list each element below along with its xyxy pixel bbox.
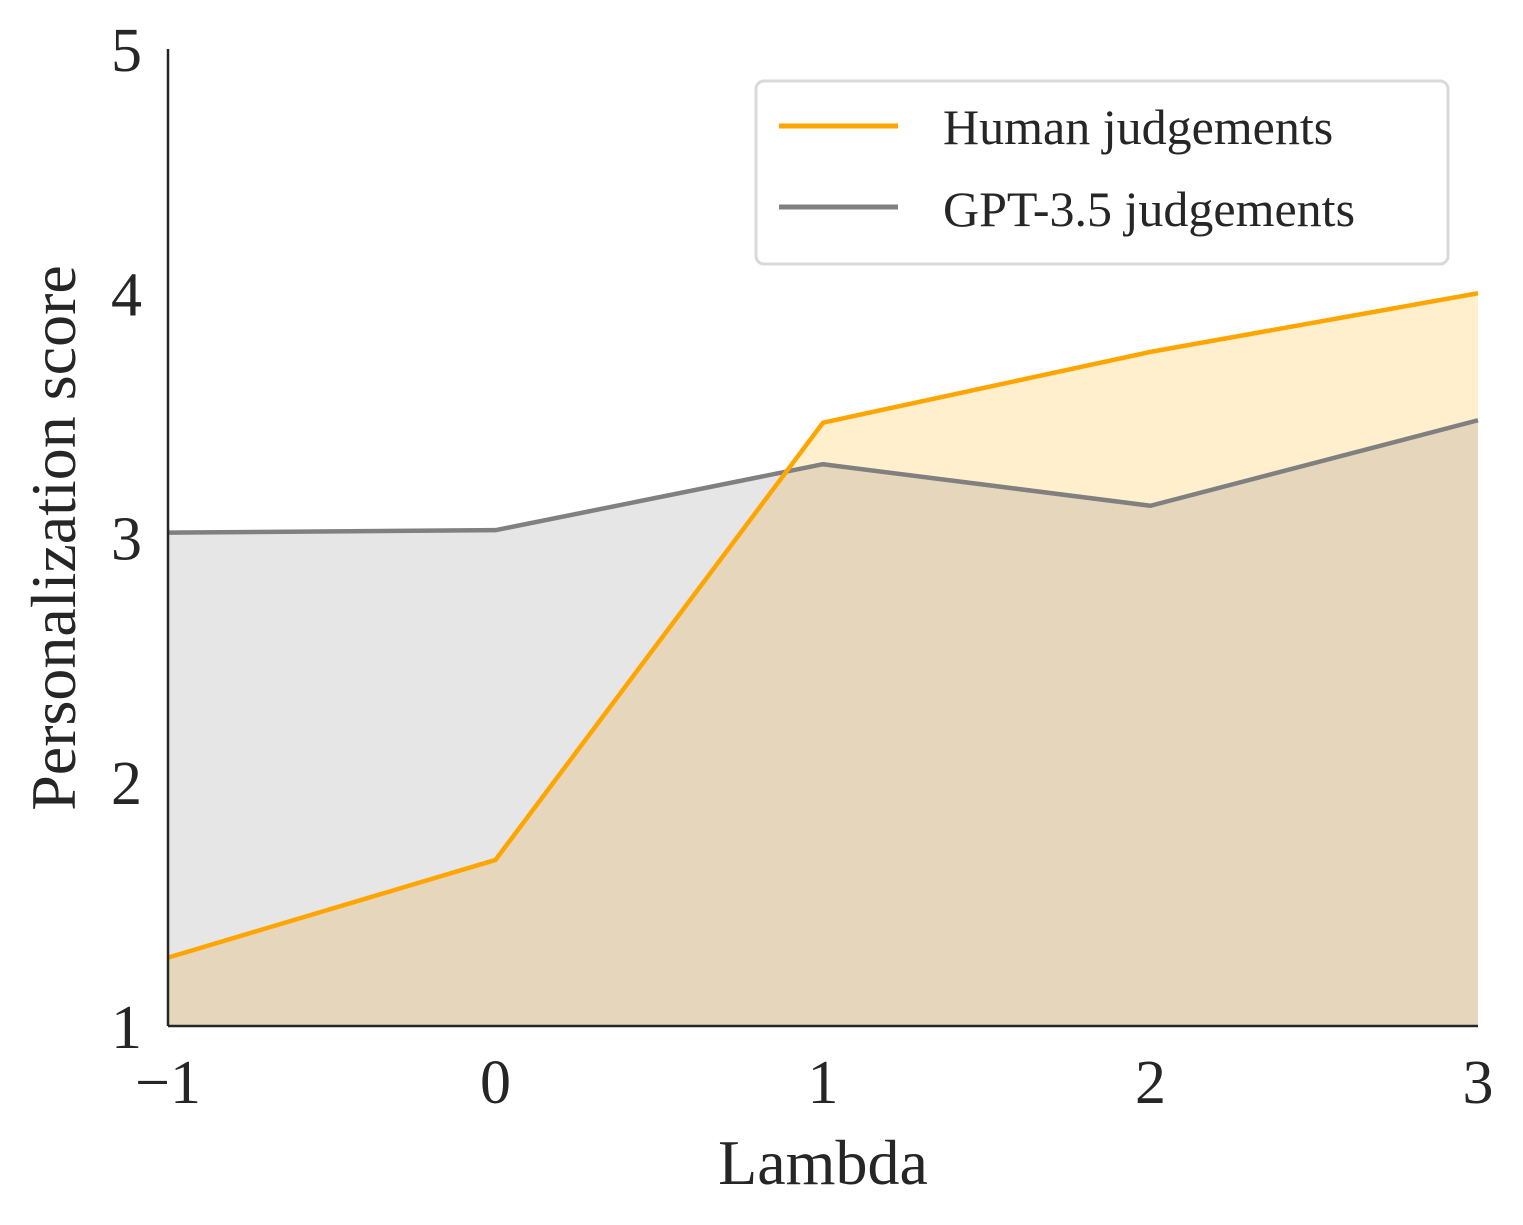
legend: Human judgements GPT-3.5 judgements [754,79,1450,266]
x-tick-label: 2 [1135,1049,1166,1117]
legend-box [754,79,1450,266]
area-fill-overlap [168,420,1478,1026]
y-tick-label: 4 [111,261,142,329]
y-tick-label: 3 [111,506,142,574]
series-lines [167,291,1479,960]
legend-label-human: Human judgements [943,99,1333,155]
y-tick-label: 2 [111,750,142,818]
series-line-1 [167,418,1479,535]
x-tick-label: −1 [135,1049,201,1117]
x-tick-labels: −1 0 1 2 3 [135,1049,1493,1117]
legend-label-gpt: GPT-3.5 judgements [943,181,1355,237]
series-line-0 [167,291,1479,960]
y-tick-label: 5 [111,17,142,85]
x-tick-label: 3 [1463,1049,1494,1117]
y-tick-labels: 1 2 3 4 5 [111,17,142,1062]
x-axis-title: Lambda [718,1127,928,1198]
y-tick-label: 1 [111,994,142,1062]
x-tick-label: 1 [808,1049,839,1117]
y-axis-title: Personalization score [18,265,89,811]
area-fills [168,293,1478,1026]
x-tick-label: 0 [480,1049,511,1117]
